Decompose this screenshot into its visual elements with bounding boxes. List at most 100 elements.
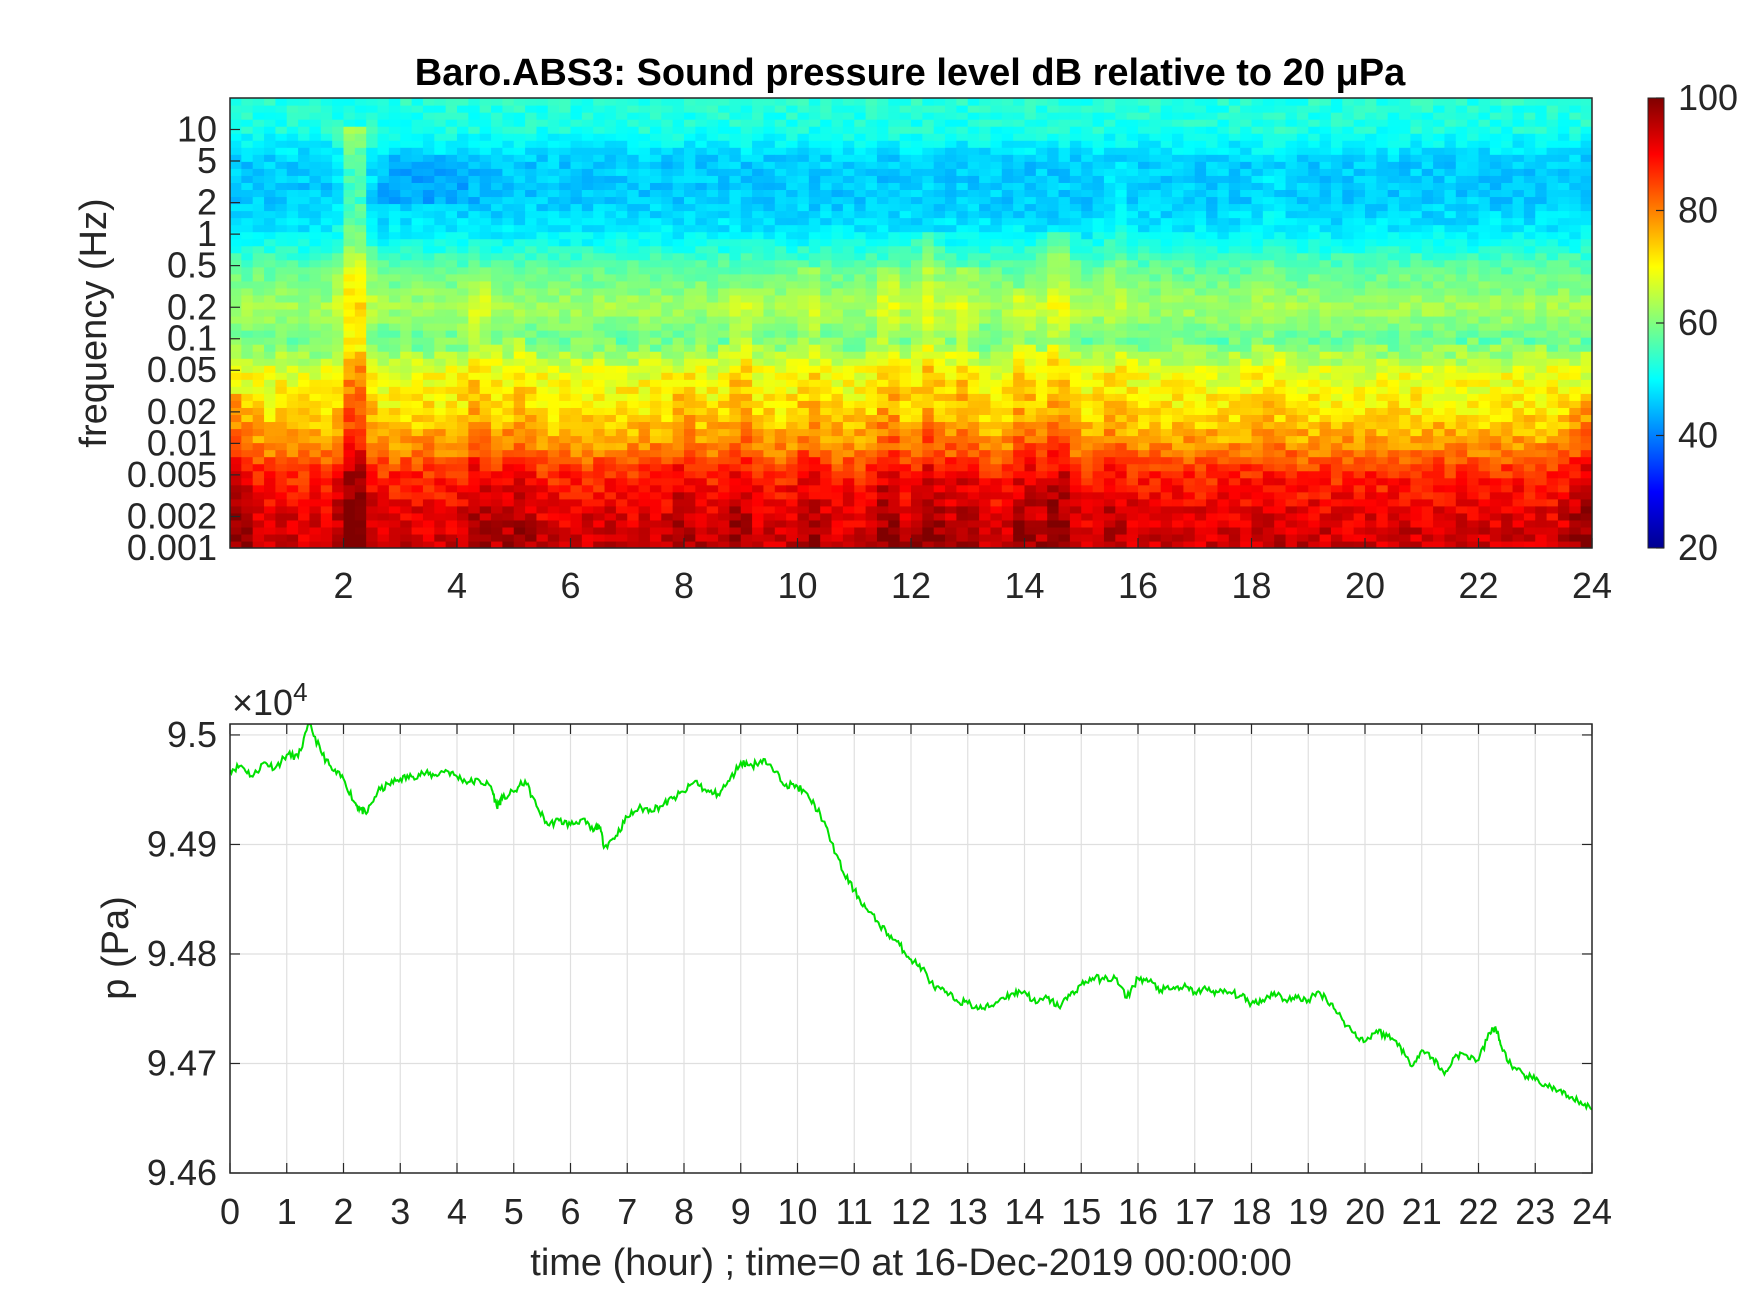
- spectrogram-cell: [491, 498, 503, 507]
- spectrogram-cell: [320, 189, 333, 198]
- spectrogram-cell: [422, 344, 435, 352]
- spectrogram-cell: [922, 344, 935, 352]
- spectrogram-cell: [706, 351, 719, 359]
- spectrogram-cell: [377, 456, 390, 465]
- spectrogram-cell: [956, 498, 969, 507]
- spectrogram-cell: [604, 442, 617, 451]
- spectrogram-cell: [1013, 393, 1026, 401]
- spectrogram-cell: [354, 435, 367, 444]
- spectrogram-cell: [718, 470, 730, 479]
- spectrogram-cell: [854, 126, 867, 134]
- spectrogram-cell: [740, 238, 753, 247]
- spectrogram-cell: [502, 259, 515, 268]
- spectrogram-cell: [241, 105, 254, 113]
- spectrogram-cell: [820, 470, 833, 479]
- spectrogram-cell: [763, 133, 776, 141]
- spectrogram-cell: [252, 393, 265, 401]
- spectrogram-cell: [275, 266, 288, 275]
- spectrogram-cell: [627, 379, 640, 387]
- spectrogram-cell: [820, 98, 833, 106]
- spectrogram-cell: [808, 203, 821, 212]
- spectrogram-cell: [468, 512, 481, 521]
- spectrogram-cell: [366, 323, 379, 331]
- spectrogram-cell: [945, 196, 957, 205]
- spectrogram-cell: [332, 379, 345, 387]
- spectrogram-cell: [309, 491, 322, 500]
- spectrogram-cell: [1001, 126, 1014, 134]
- spectrogram-cell: [990, 301, 1003, 310]
- spectrogram-cell: [763, 428, 776, 437]
- spectrogram-cell: [990, 365, 1003, 373]
- spectrogram-cell: [1069, 224, 1082, 233]
- spectrogram-cell: [797, 238, 810, 247]
- spectrogram-cell: [570, 421, 583, 430]
- spectrogram-cell: [525, 400, 538, 408]
- spectrogram-cell: [842, 203, 855, 212]
- spectrogram-cell: [252, 203, 265, 212]
- spectrogram-cell: [264, 400, 276, 408]
- spectrogram-cell: [967, 287, 980, 296]
- spectrogram-cell: [502, 175, 515, 183]
- spectrogram-cell: [831, 323, 844, 331]
- spectrogram-cell: [286, 386, 299, 394]
- spectrogram-cell: [888, 533, 901, 542]
- spectrogram-cell: [842, 182, 855, 191]
- spectrogram-cell: [1013, 315, 1026, 324]
- spectrogram-cell: [638, 449, 651, 458]
- spectrogram-cell: [525, 259, 538, 268]
- spectrogram-cell: [899, 323, 912, 331]
- spectrogram-cell: [604, 484, 617, 493]
- spectrogram-cell: [990, 175, 1003, 183]
- spectrogram-cell: [1001, 526, 1014, 535]
- spectrogram-cell: [876, 400, 889, 408]
- spectrogram-cell: [684, 315, 696, 324]
- spectrogram-cell: [945, 365, 957, 373]
- spectrogram-cell: [752, 533, 765, 542]
- spectrogram-cell: [911, 372, 923, 380]
- spectrogram-cell: [1069, 280, 1082, 289]
- spectrogram-cell: [411, 287, 424, 296]
- spectrogram-cell: [627, 182, 640, 191]
- spectrogram-cell: [1035, 498, 1048, 507]
- spectrogram-cell: [865, 133, 878, 141]
- spectrogram-cell: [752, 245, 765, 254]
- spectrogram-cell: [400, 540, 413, 548]
- spectrogram-cell: [888, 119, 901, 127]
- spectrogram-cell: [797, 330, 810, 338]
- spectrogram-cell: [252, 315, 265, 324]
- spectrogram-cell: [468, 358, 481, 366]
- spectrogram-cell: [967, 196, 980, 205]
- spectrogram-cell: [559, 245, 572, 254]
- spectrogram-cell: [831, 112, 844, 120]
- spectrogram-cell: [366, 491, 379, 500]
- spectrogram-cell: [865, 203, 878, 212]
- spectrogram-cell: [502, 224, 515, 233]
- spectrogram-cell: [1013, 358, 1026, 366]
- spectrogram-cell: [911, 238, 923, 247]
- spectrogram-cell: [752, 435, 765, 444]
- spectrogram-cell: [638, 498, 651, 507]
- spectrogram-cell: [1058, 259, 1071, 268]
- spectrogram-cell: [343, 189, 356, 198]
- spectrogram-cell: [876, 140, 889, 148]
- spectrogram-cell: [388, 358, 401, 366]
- spectrogram-cell: [354, 266, 367, 275]
- spectrogram-cell: [252, 365, 265, 373]
- spectrogram-cell: [967, 484, 980, 493]
- spectrogram-cell: [627, 358, 640, 366]
- spectrogram-cell: [1058, 533, 1071, 542]
- spectrogram-cell: [298, 210, 311, 219]
- spectrogram-cell: [354, 540, 367, 548]
- spectrogram-cell: [1024, 386, 1037, 394]
- spectrogram-cell: [888, 435, 901, 444]
- spectrogram-cell: [525, 456, 538, 465]
- spectrogram-cell: [1058, 526, 1071, 535]
- spectrogram-cell: [706, 203, 719, 212]
- spectrogram-cell: [445, 280, 458, 289]
- spectrogram-cell: [593, 337, 606, 345]
- spectrogram-cell: [1047, 540, 1060, 548]
- spectrogram-cell: [230, 519, 242, 528]
- spectrogram-cell: [615, 315, 628, 324]
- spectrogram-cell: [684, 456, 696, 465]
- spectrogram-cell: [388, 231, 401, 240]
